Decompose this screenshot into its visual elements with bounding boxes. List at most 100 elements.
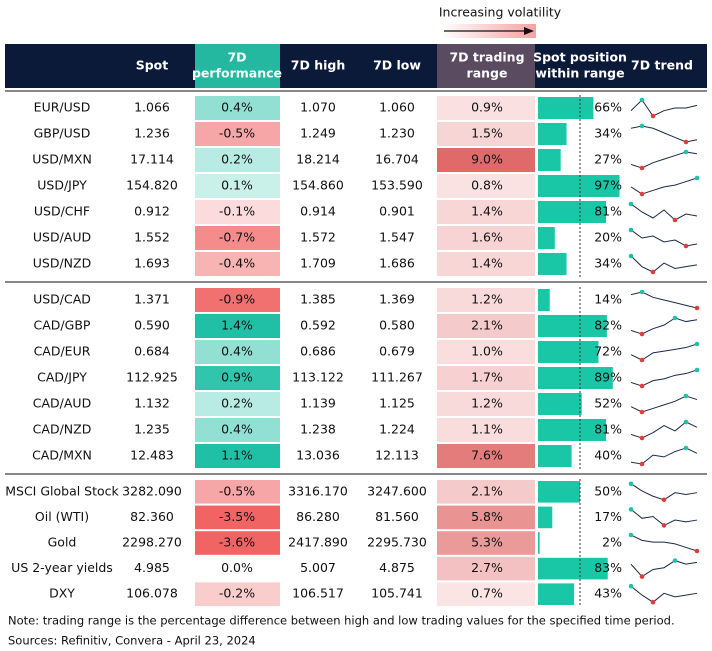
cell-value: 1.224 <box>379 422 415 437</box>
performance-cell <box>195 444 280 468</box>
cell-value: 153.590 <box>371 178 423 193</box>
range-cell <box>437 96 535 120</box>
cell-value: 0.580 <box>379 318 415 333</box>
cell-value: -3.6% <box>219 535 255 550</box>
cell-value: 2.7% <box>471 560 503 575</box>
range-cell <box>437 314 535 338</box>
trend-min <box>650 599 656 605</box>
cell-value: 0.686 <box>300 344 336 359</box>
trend-line <box>630 125 698 143</box>
cell-value: 1.369 <box>379 292 415 307</box>
position-label: 66% <box>594 100 622 115</box>
trend-min <box>694 305 700 311</box>
range-cell <box>437 366 535 390</box>
row-label: USD/CHF <box>34 204 90 219</box>
trend-max <box>628 532 634 538</box>
trend-min <box>661 497 667 503</box>
trend-max <box>628 481 634 487</box>
trend-line <box>630 255 698 273</box>
trend-min <box>639 574 645 579</box>
cell-value: 1.238 <box>300 422 336 437</box>
cell-value: 0.4% <box>221 422 253 437</box>
cell-value: 1.1% <box>471 422 503 437</box>
trend-max <box>628 201 634 207</box>
cell-value: 4.985 <box>134 560 170 575</box>
performance-cell <box>195 556 280 581</box>
trend-max <box>683 419 689 425</box>
row-label: USD/NZD <box>33 256 91 271</box>
cell-value: 3247.600 <box>367 483 427 498</box>
cell-value: 1.371 <box>134 292 170 307</box>
cell-value: 154.820 <box>126 178 178 193</box>
cell-value: 1.236 <box>134 126 170 141</box>
cell-value: -3.5% <box>219 509 255 524</box>
trend-max <box>628 253 634 259</box>
cell-value: 0.4% <box>221 344 253 359</box>
trend-line <box>630 343 698 361</box>
range-cell <box>437 252 535 276</box>
cell-value: 1.2% <box>471 396 503 411</box>
trend-min <box>650 269 656 275</box>
position-bar <box>538 506 553 529</box>
trend-max <box>694 175 700 181</box>
cell-value: 1.066 <box>134 100 170 115</box>
cell-value: 1.572 <box>300 230 336 245</box>
performance-cell <box>195 505 280 530</box>
trend-min <box>639 435 645 441</box>
cell-value: 0.0% <box>221 560 253 575</box>
cell-value: -0.1% <box>219 204 255 219</box>
trend-max <box>672 558 678 563</box>
trend-min <box>639 191 645 197</box>
cell-value: 81.560 <box>375 509 419 524</box>
cell-value: 4.875 <box>379 560 415 575</box>
cell-value: 0.9% <box>471 100 503 115</box>
performance-cell <box>195 226 280 250</box>
cell-value: 7.6% <box>471 448 503 463</box>
performance-cell <box>195 366 280 390</box>
cell-value: -0.5% <box>219 126 255 141</box>
column-header: 7D high <box>291 58 345 73</box>
row-label: CAD/NZD <box>33 422 92 437</box>
position-label: 97% <box>594 178 622 193</box>
cell-value: 1.125 <box>379 396 415 411</box>
cell-value: 2.1% <box>471 483 503 498</box>
performance-cell <box>195 418 280 442</box>
row-label: DXY <box>49 586 75 601</box>
position-label: 83% <box>594 560 622 575</box>
cell-value: 0.684 <box>134 344 170 359</box>
cell-value: 0.2% <box>221 152 253 167</box>
performance-cell <box>195 148 280 172</box>
cell-value: 0.8% <box>471 178 503 193</box>
cell-value: 111.267 <box>371 370 423 385</box>
cell-value: 1.7% <box>471 370 503 385</box>
legend-label: Increasing volatility <box>439 5 562 20</box>
performance-cell <box>195 252 280 276</box>
cell-value: -0.7% <box>219 230 255 245</box>
column-header: Spot <box>136 58 169 73</box>
cell-value: 1.693 <box>134 256 170 271</box>
trend-line <box>630 317 698 335</box>
cell-value: 1.1% <box>221 448 253 463</box>
trend-min <box>639 409 645 415</box>
position-bar <box>538 341 599 363</box>
performance-cell <box>195 122 280 146</box>
cell-value: 0.592 <box>300 318 336 333</box>
row-label: CAD/EUR <box>34 344 91 359</box>
trend-min <box>683 139 689 145</box>
cell-value: 1.060 <box>379 100 415 115</box>
cell-value: 2.1% <box>471 318 503 333</box>
trend-max <box>694 341 700 347</box>
range-cell <box>437 148 535 172</box>
cell-value: -0.2% <box>219 586 255 601</box>
cell-value: 5.3% <box>471 535 503 550</box>
performance-cell <box>195 480 280 504</box>
trend-min <box>650 113 656 119</box>
trend-max <box>694 367 700 373</box>
row-label: CAD/MXN <box>32 448 92 463</box>
trend-min <box>639 461 645 467</box>
cell-value: 3316.170 <box>288 483 348 498</box>
trend-max <box>628 583 634 589</box>
trend-line <box>630 99 698 117</box>
cell-value: 113.122 <box>292 370 344 385</box>
column-header: Spot position <box>533 50 627 65</box>
